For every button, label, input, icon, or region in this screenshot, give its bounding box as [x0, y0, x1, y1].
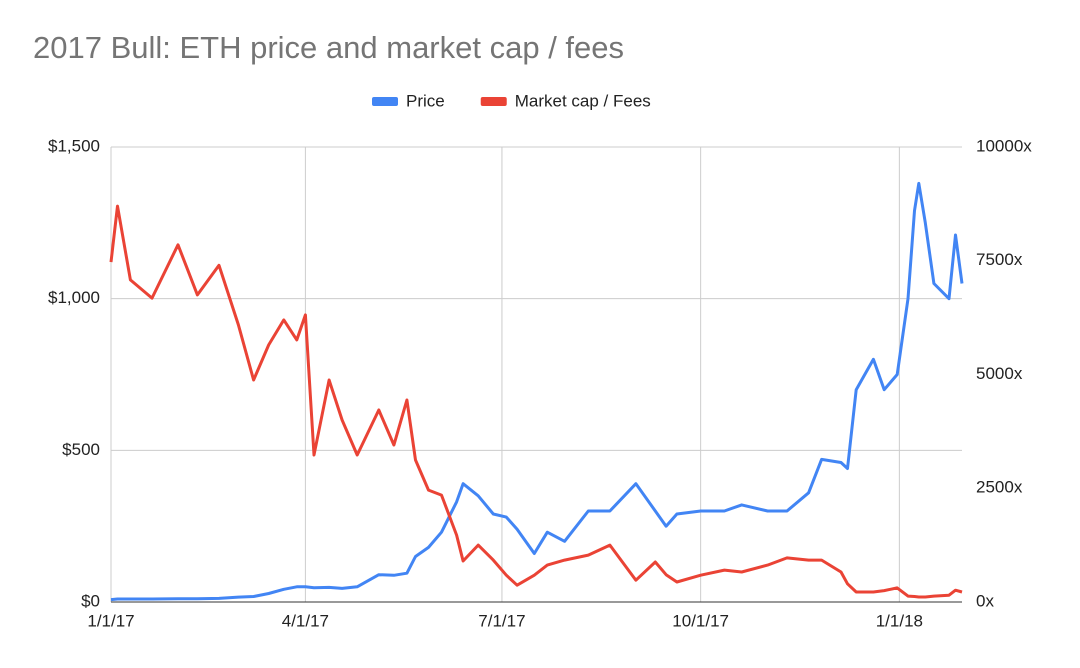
y2-tick-label: 0x — [976, 591, 994, 610]
y-tick-label: $0 — [81, 591, 100, 610]
y2-tick-label: 2500x — [976, 478, 1023, 497]
legend-label: Price — [406, 91, 445, 110]
legend-swatch — [480, 97, 507, 106]
line-series — [110, 181, 964, 602]
x-tick-label: 10/1/17 — [672, 611, 729, 630]
chart-title: 2017 Bull: ETH price and market cap / fe… — [33, 30, 624, 65]
x-tick-label: 1/1/17 — [87, 611, 134, 630]
y2-tick-label: 7500x — [976, 250, 1023, 269]
y2-tick-label: 5000x — [976, 364, 1023, 383]
legend-swatch — [372, 97, 398, 106]
y-tick-label: $1,500 — [48, 136, 100, 155]
x-tick-label: 1/1/18 — [876, 611, 923, 630]
line-series — [109, 204, 963, 599]
legend-label: Market cap / Fees — [515, 91, 651, 110]
y2-tick-label: 10000x — [976, 136, 1032, 155]
x-tick-label: 4/1/17 — [282, 611, 329, 630]
x-tick-label: 7/1/17 — [478, 611, 525, 630]
y-tick-label: $1,000 — [48, 288, 100, 307]
y-tick-label: $500 — [62, 440, 100, 459]
